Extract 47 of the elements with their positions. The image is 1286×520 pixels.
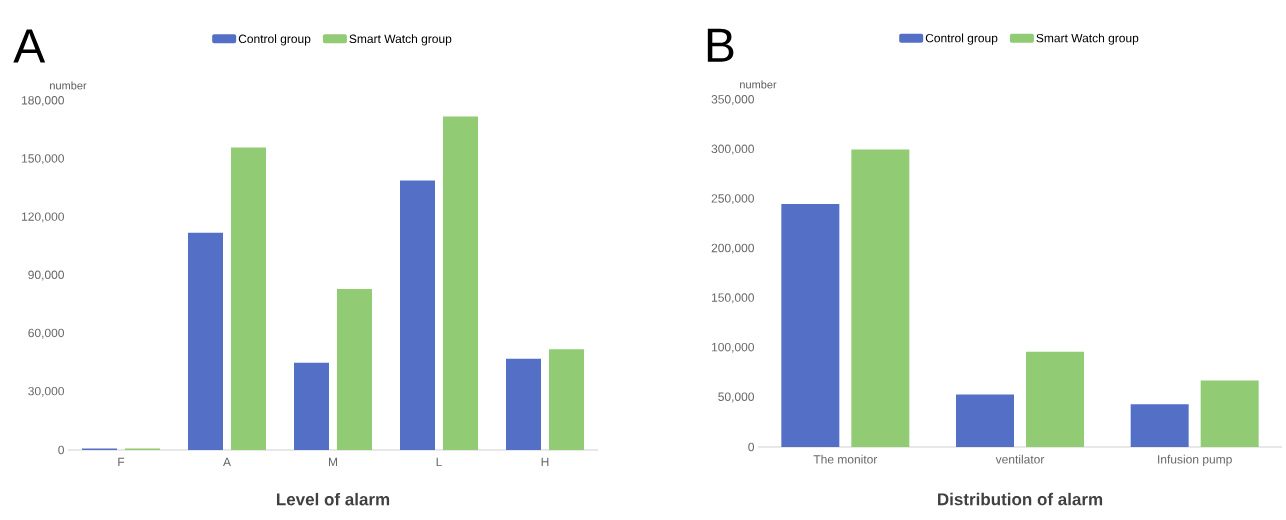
bar — [188, 232, 223, 450]
legend-label: Control group — [925, 33, 998, 45]
bar — [400, 180, 435, 450]
y-tick-label: 50,000 — [718, 392, 754, 403]
x-tick-label: Infusion pump — [1158, 454, 1232, 466]
x-tick-label: A — [223, 457, 231, 467]
x-tick-label: ventilator — [995, 454, 1045, 464]
bar — [781, 204, 840, 447]
y-tick-label: 150,000 — [712, 293, 754, 304]
bar — [294, 362, 329, 450]
bar — [956, 394, 1015, 447]
text: A — [13, 29, 46, 63]
x-tick-label: M — [328, 457, 338, 467]
bar — [443, 116, 478, 450]
y-tick-label: 300,000 — [711, 144, 754, 155]
y-tick-label: 100,000 — [712, 342, 754, 353]
bar — [1200, 380, 1259, 447]
x-tick-label: H — [541, 457, 549, 467]
y-tick-label: 0 — [748, 442, 755, 452]
y-tick-label: 350,000 — [711, 95, 754, 105]
text: B — [707, 28, 734, 62]
y-tick-label: 30,000 — [28, 386, 64, 397]
y-axis-title: number — [50, 81, 87, 90]
y-tick-label: 60,000 — [28, 328, 64, 339]
legend-label: Smart Watch group — [349, 34, 452, 46]
y-tick-label: 150,000 — [22, 154, 64, 165]
bar — [1026, 351, 1085, 447]
bar — [506, 358, 541, 450]
y-tick-label: 120,000 — [22, 212, 64, 223]
y-axis-title: number — [740, 80, 777, 89]
x-tick-label: The monitor — [813, 454, 878, 464]
bar — [851, 149, 910, 447]
legend-label: Control group — [238, 34, 311, 46]
y-tick-label: 0 — [58, 445, 64, 455]
bar — [549, 349, 584, 450]
x-axis-title: Level of alarm — [276, 492, 390, 506]
y-tick-label: 200,000 — [711, 243, 754, 254]
y-tick-label: 180,000 — [22, 96, 64, 106]
y-tick-label: 90,000 — [28, 270, 64, 281]
x-tick-label: F — [118, 457, 125, 467]
legend-label: Smart Watch group — [1036, 33, 1139, 45]
x-axis-title: Distribution of alarm — [938, 492, 1103, 506]
bar — [1130, 404, 1189, 447]
y-tick-label: 250,000 — [711, 194, 754, 205]
x-tick-label: L — [436, 457, 442, 467]
bar — [337, 289, 372, 450]
bar — [231, 147, 266, 450]
